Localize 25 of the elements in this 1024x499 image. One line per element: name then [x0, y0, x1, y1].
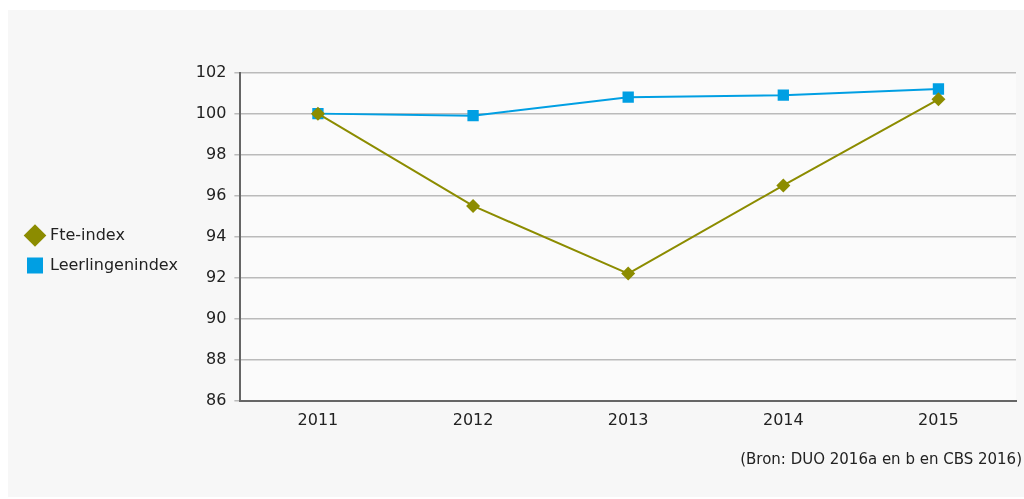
- y-tick-label: 98: [206, 143, 227, 163]
- point: [776, 178, 791, 193]
- y-tick-label: 92: [206, 266, 227, 286]
- y-tick-label: 96: [206, 184, 227, 204]
- y-tick-label: 88: [206, 348, 227, 368]
- point: [777, 89, 789, 101]
- y-tick-label: 102: [195, 61, 227, 81]
- point: [932, 83, 945, 95]
- y-tick-label: 100: [195, 102, 227, 122]
- y-tick-label: 90: [206, 307, 227, 327]
- legend-label: Fte-index: [50, 224, 125, 244]
- point: [931, 92, 946, 107]
- x-tick-label: 2012: [452, 409, 494, 429]
- y-tick-label: 86: [206, 389, 227, 409]
- text: (Bron: DUO 2016a en b en CBS 2016): [740, 450, 1022, 468]
- x-tick-label: 2013: [607, 409, 649, 429]
- x-tick-label: 2014: [762, 409, 804, 429]
- y-tick-label: 94: [206, 225, 227, 245]
- x-tick-label: 2011: [297, 409, 339, 429]
- point: [467, 110, 479, 122]
- point: [622, 91, 634, 103]
- x-tick-label: 2015: [918, 409, 959, 429]
- legend-label: Leerlingenindex: [50, 254, 178, 274]
- point: [621, 266, 636, 281]
- point: [466, 198, 481, 213]
